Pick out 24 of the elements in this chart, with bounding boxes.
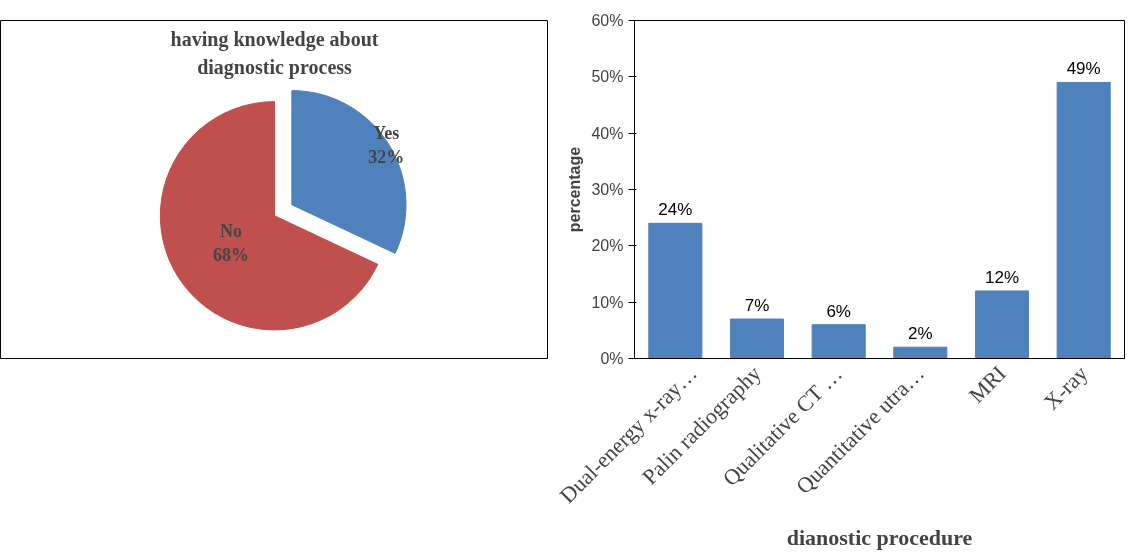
- y-axis-title: percentage: [566, 146, 584, 233]
- bar: [811, 324, 866, 359]
- data-label: 49%: [1066, 59, 1101, 79]
- y-tick-label: 60%: [591, 12, 624, 29]
- bar: [974, 290, 1030, 359]
- data-label: 6%: [826, 301, 851, 321]
- chart-title: having knowledge about diagnostic process: [170, 27, 379, 80]
- bar: [893, 346, 948, 359]
- y-tick-label: 30%: [591, 181, 624, 198]
- y-tick-label: 40%: [591, 124, 624, 142]
- slice-label: No: [220, 221, 243, 242]
- x-axis-title: dianostic procedure: [786, 524, 973, 550]
- y-tick-label: 20%: [591, 237, 624, 255]
- y-tick-label: 10%: [591, 293, 624, 311]
- bar: [648, 222, 703, 359]
- data-label: 2%: [908, 324, 933, 344]
- bar: [729, 318, 785, 359]
- data-label: 12%: [984, 267, 1020, 287]
- y-tick-label: 0%: [600, 350, 624, 367]
- y-tick-label: 50%: [591, 68, 624, 86]
- data-label: 24%: [658, 200, 693, 220]
- bar: [1056, 81, 1111, 359]
- data-label: 68%: [213, 245, 250, 266]
- data-label: 7%: [744, 296, 770, 316]
